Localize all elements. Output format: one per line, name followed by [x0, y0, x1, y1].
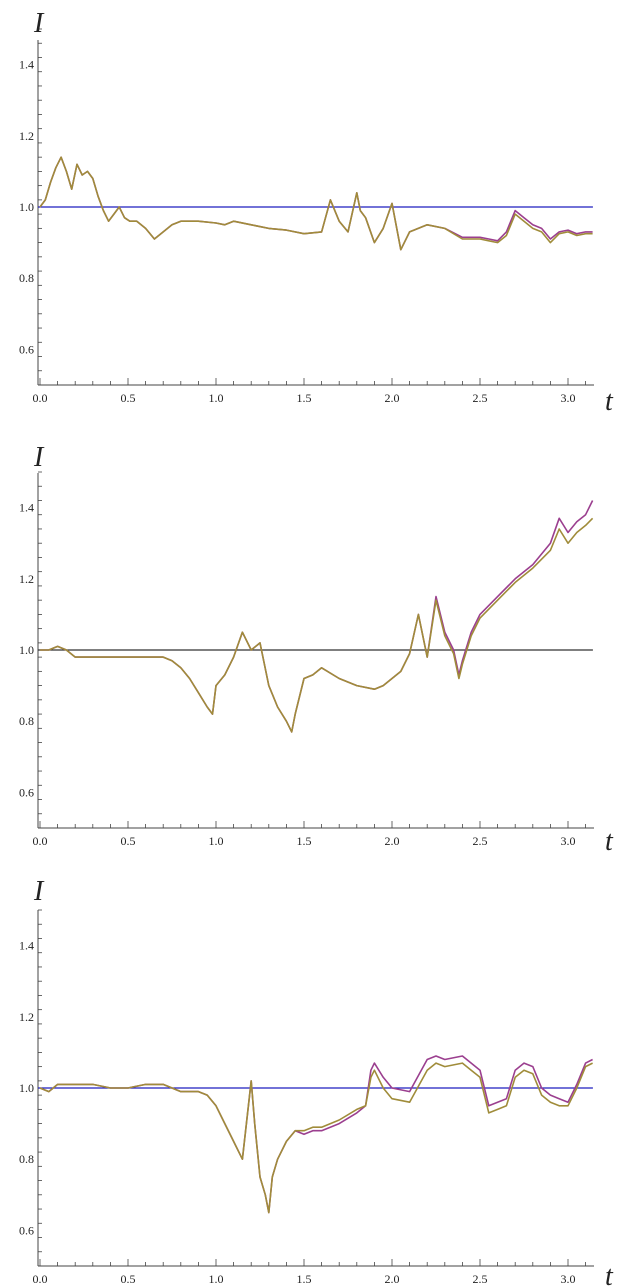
y-tick-label: 1.2	[19, 129, 34, 143]
x-axis-label: t	[605, 1261, 614, 1286]
series-line-1	[40, 500, 594, 733]
y-tick-label: 1.4	[19, 939, 34, 953]
y-axis-label: I	[33, 8, 45, 39]
y-tick-label: 0.6	[19, 785, 34, 799]
x-tick-label: 2.0	[385, 1272, 400, 1286]
y-tick-label: 1.0	[19, 643, 34, 657]
x-tick-label: 0.0	[33, 1272, 48, 1286]
y-axis-label: I	[33, 442, 45, 473]
x-tick-label: 2.5	[473, 1272, 488, 1286]
y-tick-label: 1.2	[19, 572, 34, 586]
x-tick-label: 0.0	[33, 834, 48, 848]
y-tick-label: 0.8	[19, 1152, 34, 1166]
x-tick-label: 2.0	[385, 391, 400, 405]
series-line-2	[39, 156, 593, 251]
x-tick-label: 1.0	[209, 834, 224, 848]
y-tick-label: 0.6	[19, 342, 34, 356]
x-tick-label: 2.0	[385, 834, 400, 848]
y-tick-label: 0.6	[19, 1223, 34, 1237]
series-line-2	[40, 517, 594, 733]
y-tick-label: 0.8	[19, 714, 34, 728]
x-tick-label: 1.0	[209, 1272, 224, 1286]
y-tick-label: 1.4	[19, 58, 34, 72]
y-tick-label: 0.8	[19, 271, 34, 285]
x-tick-label: 2.5	[473, 391, 488, 405]
y-tick-label: 1.0	[19, 1081, 34, 1095]
y-axis-label: I	[33, 876, 45, 907]
x-tick-label: 1.5	[297, 834, 312, 848]
x-axis-label: t	[605, 386, 614, 417]
x-tick-label: 0.5	[121, 391, 136, 405]
x-tick-label: 0.5	[121, 834, 136, 848]
series-line-1	[39, 1055, 593, 1214]
x-tick-label: 1.0	[209, 391, 224, 405]
series-line-2	[39, 1062, 593, 1214]
y-tick-label: 1.4	[19, 501, 34, 515]
x-tick-label: 1.5	[297, 391, 312, 405]
x-tick-label: 1.5	[297, 1272, 312, 1286]
x-axis-label: t	[605, 826, 614, 857]
chart-3: 0.6 0.8 1.0 1.2 1.4 0.0 0.5 1.0 1.5 2.0 2.5 3.0 It	[19, 876, 614, 1286]
x-tick-label: 0.5	[121, 1272, 136, 1286]
y-tick-label: 1.2	[19, 1010, 34, 1024]
chart-2: 0.6 0.8 1.0 1.2 1.4 0.0 0.5 1.0 1.5 2.0 2.5 3.0 It	[19, 442, 614, 857]
y-tick-label: 1.0	[19, 200, 34, 214]
series-line-1	[39, 156, 593, 251]
x-tick-label: 3.0	[561, 1272, 576, 1286]
x-tick-label: 2.5	[473, 834, 488, 848]
x-tick-label: 3.0	[561, 834, 576, 848]
x-tick-label: 0.0	[33, 391, 48, 405]
x-tick-label: 3.0	[561, 391, 576, 405]
chart-1: 0.6 0.8 1.0 1.2 1.4 0.0 0.5 1.0 1.5 2.0 2.5 3.0 It	[19, 8, 614, 417]
